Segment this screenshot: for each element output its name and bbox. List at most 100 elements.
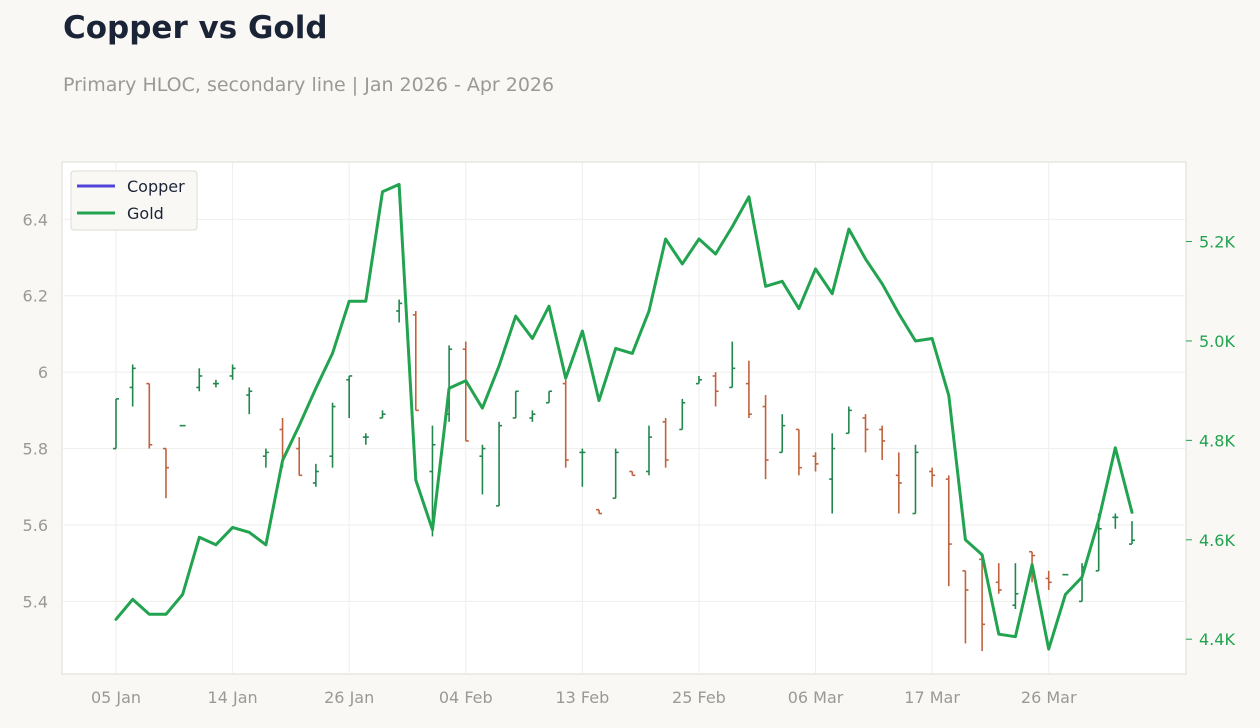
gold-point bbox=[298, 424, 301, 427]
gold-point bbox=[914, 340, 917, 342]
hloc-bar bbox=[862, 414, 869, 453]
hloc-bar bbox=[912, 444, 919, 515]
x-tick-label: 25 Feb bbox=[672, 688, 726, 707]
hloc-bar bbox=[579, 448, 586, 487]
gold-point bbox=[381, 191, 384, 193]
hloc-bar bbox=[529, 410, 536, 422]
gold-point bbox=[648, 310, 650, 312]
hloc-bar bbox=[695, 375, 702, 385]
hloc-bar bbox=[612, 448, 619, 500]
hloc-bar bbox=[546, 390, 553, 404]
axes: 05 Jan 14 Jan 26 Jan 04 Feb 13 Feb 25 Feb 06 M… bbox=[23, 210, 1236, 707]
gold-point bbox=[198, 536, 201, 539]
gold-point bbox=[931, 337, 933, 340]
legend[interactable]: Copper Gold bbox=[70, 170, 198, 231]
gold-point bbox=[115, 618, 117, 621]
hloc-bar bbox=[762, 395, 769, 480]
chart-title: Copper vs Gold bbox=[63, 10, 328, 46]
gold-point bbox=[1064, 593, 1067, 596]
gold-point bbox=[1097, 519, 1100, 521]
gold-point bbox=[714, 253, 717, 255]
hloc-bar bbox=[812, 452, 819, 472]
gold-point bbox=[365, 300, 367, 302]
hloc-bar bbox=[212, 379, 219, 388]
hloc-bar bbox=[596, 508, 603, 515]
hloc-bar bbox=[629, 470, 636, 477]
gold-point bbox=[864, 258, 867, 260]
y2-tick-label: 4.8K bbox=[1199, 431, 1235, 450]
hloc-bar bbox=[745, 360, 752, 418]
hloc-bar bbox=[129, 364, 136, 407]
gold-point bbox=[331, 352, 334, 355]
gold-point bbox=[997, 633, 1000, 636]
y-tick-label: 5.8 bbox=[23, 440, 48, 459]
hloc-bar bbox=[196, 368, 203, 392]
hloc-bar bbox=[645, 425, 652, 476]
hloc-bar bbox=[962, 570, 969, 644]
gold-point bbox=[531, 337, 534, 340]
gold-point bbox=[1014, 635, 1017, 638]
gold-point bbox=[415, 479, 417, 481]
hloc-bar bbox=[146, 382, 153, 449]
gold-point bbox=[698, 238, 700, 240]
y-tick-label: 6.2 bbox=[23, 287, 48, 306]
gold-point bbox=[281, 459, 284, 462]
hloc-bar bbox=[396, 299, 403, 323]
x-tick-label: 13 Feb bbox=[555, 688, 609, 707]
x-tick-label: 14 Jan bbox=[208, 688, 258, 707]
hloc-bar bbox=[329, 402, 336, 468]
gold-point bbox=[1081, 576, 1083, 578]
gold-point bbox=[764, 285, 767, 288]
gold-point bbox=[748, 195, 750, 198]
hloc-bar bbox=[512, 390, 519, 419]
gold-line bbox=[114, 182, 1134, 651]
hloc-bar bbox=[662, 418, 669, 468]
gold-point bbox=[681, 263, 684, 265]
gold-point bbox=[248, 531, 251, 534]
legend-copper-label: Copper bbox=[127, 177, 185, 196]
gold-point bbox=[181, 593, 184, 596]
gold-point bbox=[564, 377, 567, 380]
gold-point bbox=[781, 280, 784, 283]
gold-point bbox=[1114, 447, 1117, 449]
gold-point bbox=[265, 543, 267, 546]
gold-point bbox=[148, 613, 151, 616]
gold-point bbox=[1131, 511, 1133, 514]
hloc-bar bbox=[312, 463, 319, 487]
hloc-bar bbox=[1012, 563, 1019, 610]
hloc-bar bbox=[496, 421, 503, 507]
gold-point bbox=[848, 228, 850, 230]
x-tick-label: 06 Mar bbox=[788, 688, 844, 707]
hloc-bar bbox=[362, 433, 369, 445]
gold-point bbox=[398, 183, 400, 186]
gold-point bbox=[614, 347, 617, 350]
hloc-bar bbox=[246, 387, 253, 415]
hloc-bar bbox=[346, 375, 353, 418]
gold-point bbox=[131, 598, 134, 601]
hloc-bar bbox=[262, 448, 269, 468]
gold-line-series bbox=[114, 182, 1134, 651]
y-tick-label: 6 bbox=[38, 363, 48, 382]
gold-point bbox=[731, 225, 734, 228]
hloc-bar bbox=[1112, 513, 1119, 529]
hloc-bar bbox=[479, 444, 486, 495]
x-tick-label: 26 Mar bbox=[1021, 688, 1077, 707]
hloc-bar bbox=[229, 364, 236, 380]
hloc-bar bbox=[162, 447, 169, 499]
gold-point bbox=[315, 387, 317, 389]
gold-point bbox=[881, 282, 883, 285]
gold-point bbox=[1047, 648, 1050, 650]
gold-point bbox=[348, 300, 350, 302]
hloc-bar bbox=[779, 414, 786, 454]
x-tick-label: 04 Feb bbox=[439, 688, 493, 707]
x-tick-label: 17 Mar bbox=[904, 688, 960, 707]
x-tick-label: 26 Jan bbox=[324, 688, 374, 707]
hloc-bar bbox=[729, 341, 736, 389]
legend-gold-label: Gold bbox=[127, 204, 164, 223]
gold-point bbox=[598, 399, 600, 402]
gold-point bbox=[548, 305, 550, 307]
gold-point bbox=[498, 365, 500, 367]
hloc-bar bbox=[895, 452, 902, 514]
gold-point bbox=[448, 387, 450, 389]
hloc-bar bbox=[845, 406, 852, 435]
